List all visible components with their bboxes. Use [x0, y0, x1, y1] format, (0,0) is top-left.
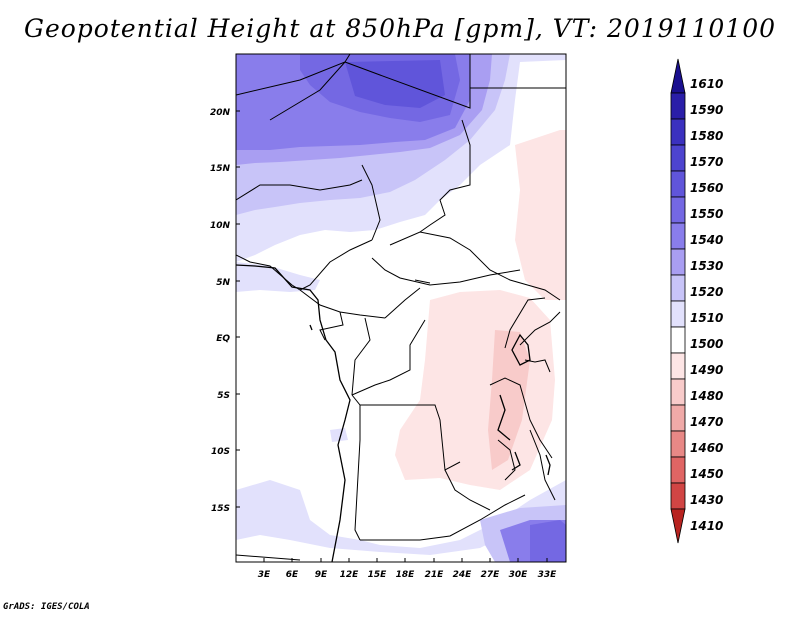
colorbar-swatch	[670, 222, 686, 250]
longitude-axis: 3E 6E 9E 12E 15E 18E 21E 24E 27E 30E 33E	[258, 558, 557, 580]
grads-credit: GrADS: IGES/COLA	[3, 602, 90, 612]
lon-label: 18E	[396, 570, 416, 580]
colorbar-swatch	[670, 118, 686, 146]
lon-label: 30E	[509, 570, 529, 580]
lat-label: EQ	[216, 334, 230, 344]
colorbar-label: 1460	[690, 441, 723, 455]
lon-label: 27E	[481, 570, 501, 580]
colorbar-label: 1590	[690, 103, 723, 117]
colorbar-swatch	[670, 352, 686, 380]
colorbar-swatch	[670, 456, 686, 484]
map-frame	[235, 53, 567, 563]
colorbar-swatch	[670, 58, 686, 94]
colorbar-label: 1510	[690, 311, 723, 325]
colorbar-label: 1530	[690, 259, 723, 273]
lon-label: 12E	[340, 570, 360, 580]
map-title: Geopotential Height at 850hPa [gpm], VT:…	[23, 14, 777, 43]
colorbar-label: 1480	[690, 389, 723, 403]
colorbar-swatch	[670, 196, 686, 224]
lat-label: 5S	[217, 391, 230, 401]
colorbar-label: 1450	[690, 467, 723, 481]
colorbar-swatch	[670, 508, 686, 544]
colorbar-swatch	[670, 378, 686, 406]
colorbar-swatch	[670, 274, 686, 302]
map-panel	[236, 54, 566, 562]
colorbar-swatch	[670, 430, 686, 458]
lat-label: 5N	[216, 278, 230, 288]
lon-label: 15E	[368, 570, 388, 580]
colorbar-label: 1410	[690, 519, 723, 533]
colorbar-label: 1430	[690, 493, 723, 507]
colorbar-label: 1540	[690, 233, 723, 247]
colorbar-label: 1550	[690, 207, 723, 221]
colorbar-label: 1470	[690, 415, 723, 429]
lon-label: 6E	[286, 570, 299, 580]
lon-label: 9E	[315, 570, 328, 580]
lon-label: 24E	[453, 570, 473, 580]
colorbar-label: 1490	[690, 363, 723, 377]
colorbar-swatch	[670, 404, 686, 432]
colorbar-swatch	[670, 144, 686, 172]
colorbar-legend: 1610 1590 1580 1570 1560 1550 1540 1530 1520 1510…	[670, 58, 723, 544]
colorbar-label: 1500	[690, 337, 723, 351]
colorbar-swatch	[670, 92, 686, 120]
colorbar-swatch	[670, 170, 686, 198]
colorbar-label: 1580	[690, 129, 723, 143]
lon-label: 33E	[538, 570, 558, 580]
lat-label: 15S	[211, 504, 230, 514]
colorbar-label: 1560	[690, 181, 723, 195]
lat-label: 10N	[210, 221, 231, 231]
colorbar-swatch	[670, 248, 686, 276]
lon-label: 21E	[425, 570, 445, 580]
colorbar-swatch	[670, 482, 686, 510]
colorbar-swatch	[670, 326, 686, 354]
lon-label: 3E	[258, 570, 271, 580]
latitude-axis: 20N 15N 10N 5N EQ 5S 10S 15S	[210, 108, 240, 514]
colorbar-label: 1520	[690, 285, 723, 299]
lat-label: 15N	[210, 164, 231, 174]
colorbar-label: 1610	[690, 77, 723, 91]
lat-label: 10S	[211, 447, 230, 457]
colorbar-swatch	[670, 300, 686, 328]
lat-label: 20N	[210, 108, 231, 118]
colorbar-label: 1570	[690, 155, 723, 169]
